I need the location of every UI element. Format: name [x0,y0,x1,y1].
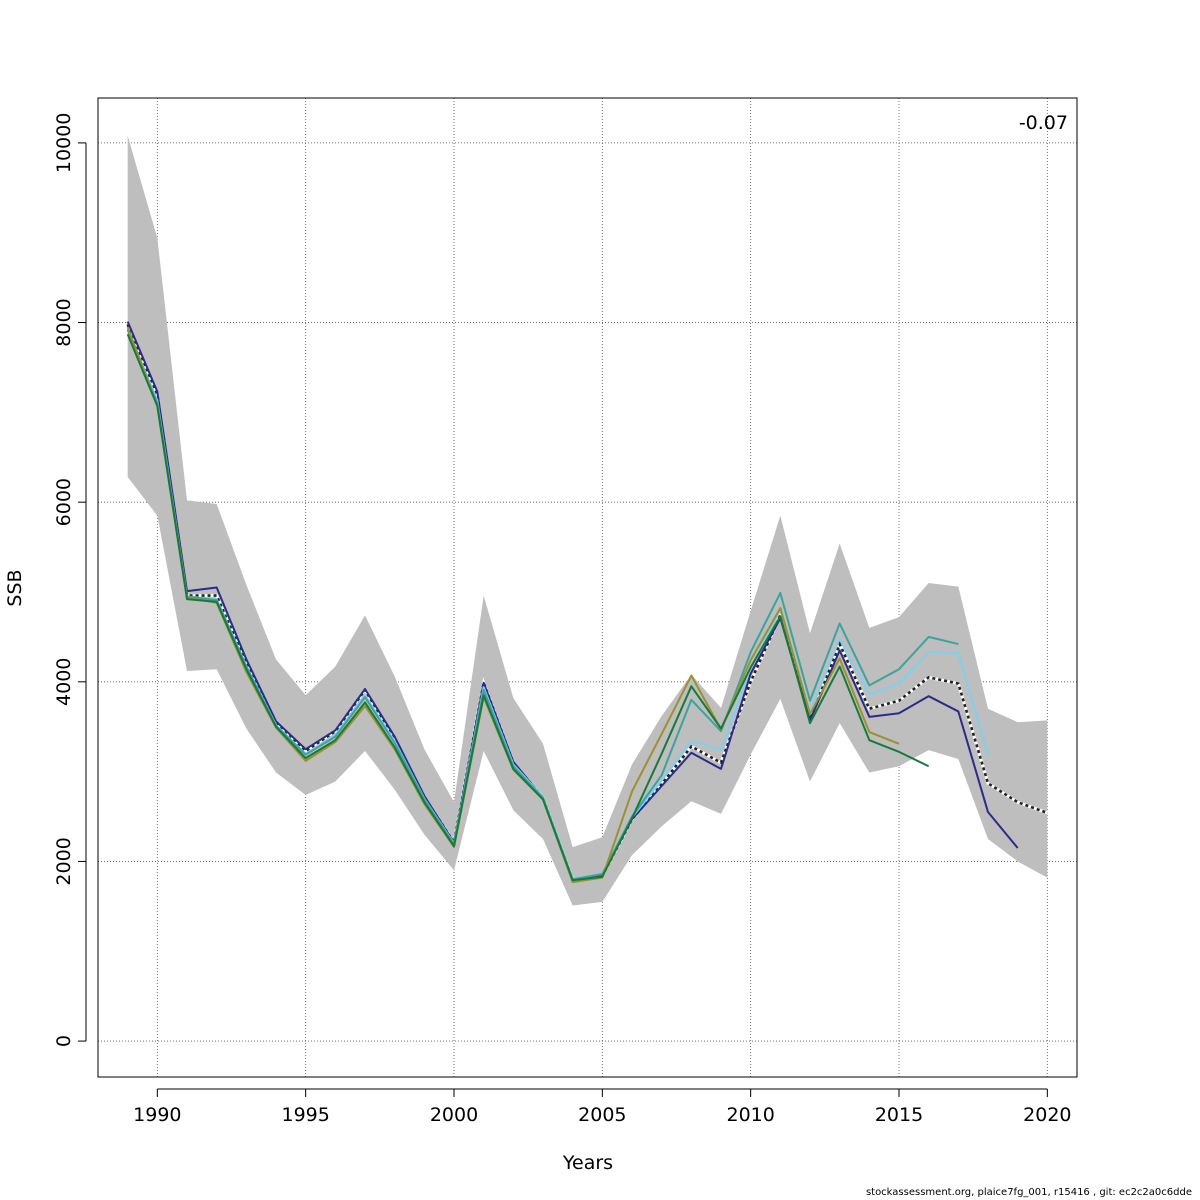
series-lines-layer [126,321,1048,884]
plot-frame [97,97,1078,1078]
x-tick-label: 2020 [1023,1104,1071,1126]
series-line-0 [126,323,1048,881]
x-axis-title: Years [562,1152,613,1174]
x-tick-label: 1995 [281,1104,329,1126]
confidence-band [127,135,1048,906]
x-tick-label: 1990 [133,1104,181,1126]
annotation-label: -0.07 [1019,112,1068,134]
x-tick-label: 2005 [578,1104,626,1126]
x-tick-label: 2010 [726,1104,774,1126]
footer-credit: stockassessment.org, plaice7fg_001, r154… [865,1187,1192,1198]
y-tick-label: 4000 [53,658,75,706]
series-line-5 [126,333,930,882]
x-tick-label: 2015 [875,1104,923,1126]
x-tick-label: 2000 [430,1104,478,1126]
y-axis-title: SSB [4,569,26,606]
y-tick-label: 8000 [53,298,75,346]
confidence-band-layer [127,135,1048,906]
axes-layer: 1990 1995 2000 2005 2010 2015 2020 0 2000 4000 600… [53,113,1072,1126]
y-tick-label: 0 [53,1035,75,1047]
y-tick-label: 6000 [53,478,75,526]
series-line-0-halo [126,323,1048,882]
grid-lines [98,98,1077,1077]
series-line-1 [126,321,1019,882]
y-tick-label: 10000 [53,113,75,173]
y-tick-label: 2000 [53,837,75,885]
